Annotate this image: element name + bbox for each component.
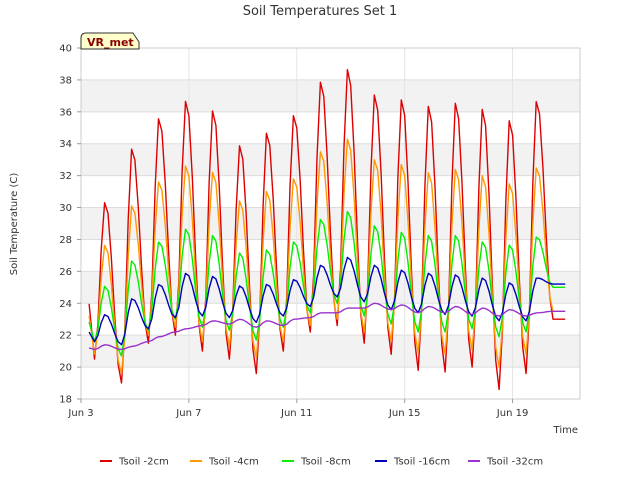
badge-box [80,32,140,50]
legend-label: Tsoil -8cm [300,457,351,468]
y-tick-label: 22 [59,331,72,342]
y-tick-label: 38 [59,75,72,86]
series-line-tsoil-16cm [88,256,566,346]
x-tick-label: Jun 3 [67,408,93,419]
x-axis-ticks: Jun 3 Jun 7 Jun 11 Jun 15 Jun 19 [67,399,528,419]
legend: Tsoil -2cm Tsoil -4cm Tsoil -8cm Tsoil -16c… [100,457,543,468]
y-axis-label: Soil Temperature (C) [9,173,20,276]
series-line-tsoil-2cm [88,68,566,391]
x-tick-label: Jun 15 [388,408,421,419]
x-tick-label: Jun 7 [175,408,201,419]
y-tick-label: 30 [59,203,72,214]
plot-band [81,79,580,112]
chart-title: Soil Temperatures Set 1 [243,4,398,19]
y-axis-ticks: 18 20 22 24 26 28 30 32 34 36 38 40 [59,44,81,406]
legend-label: Tsoil -16cm [393,457,450,468]
station-badge: VR_met [80,32,140,50]
y-tick-label: 32 [59,171,72,182]
y-tick-label: 18 [59,395,72,406]
x-axis-label: Time [553,425,578,436]
plot-bands [81,79,580,368]
legend-label: Tsoil -2cm [118,457,169,468]
y-tick-label: 20 [59,363,72,374]
y-tick-label: 40 [59,44,72,55]
plot-band [81,271,580,304]
y-tick-label: 24 [59,299,72,310]
x-tick-label: Jun 19 [496,408,529,419]
badge-label: VR_met [87,36,134,49]
series-line-tsoil-8cm [88,210,566,357]
x-tick-label: Jun 11 [280,408,313,419]
series-line-tsoil-4cm [88,138,566,375]
series-lines [88,68,566,391]
y-tick-label: 28 [59,235,72,246]
plot-area-border [80,47,581,400]
y-tick-label: 26 [59,267,72,278]
plot-band [81,335,580,368]
y-tick-label: 34 [59,139,72,150]
legend-label: Tsoil -32cm [486,457,543,468]
series-line-tsoil-32cm [88,302,566,351]
y-tick-label: 36 [59,107,72,118]
legend-label: Tsoil -4cm [208,457,259,468]
